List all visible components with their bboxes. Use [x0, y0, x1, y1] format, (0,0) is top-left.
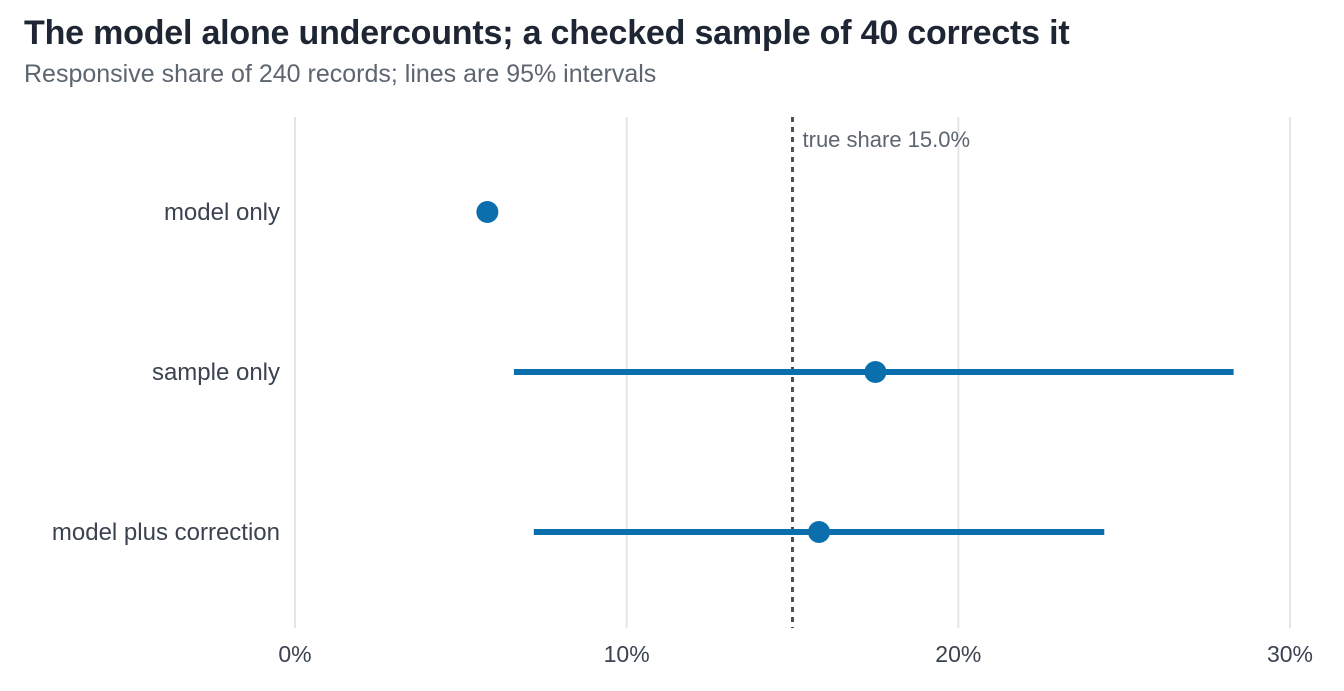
category-label: model only — [164, 199, 280, 226]
x-tick-label: 20% — [935, 641, 981, 667]
category-label: model plus correction — [52, 519, 280, 546]
category-label: sample only — [152, 359, 280, 386]
estimate-point — [808, 521, 831, 543]
chart-subtitle: Responsive share of 240 records; lines a… — [24, 60, 657, 88]
estimate-point — [864, 361, 887, 383]
x-tick-label: 30% — [1267, 641, 1313, 667]
x-tick-label: 10% — [604, 641, 650, 667]
estimate-point — [476, 201, 499, 223]
x-tick-label: 0% — [278, 641, 311, 667]
chart-title: The model alone undercounts; a checked s… — [24, 14, 1070, 52]
reference-label: true share 15.0% — [803, 127, 971, 152]
